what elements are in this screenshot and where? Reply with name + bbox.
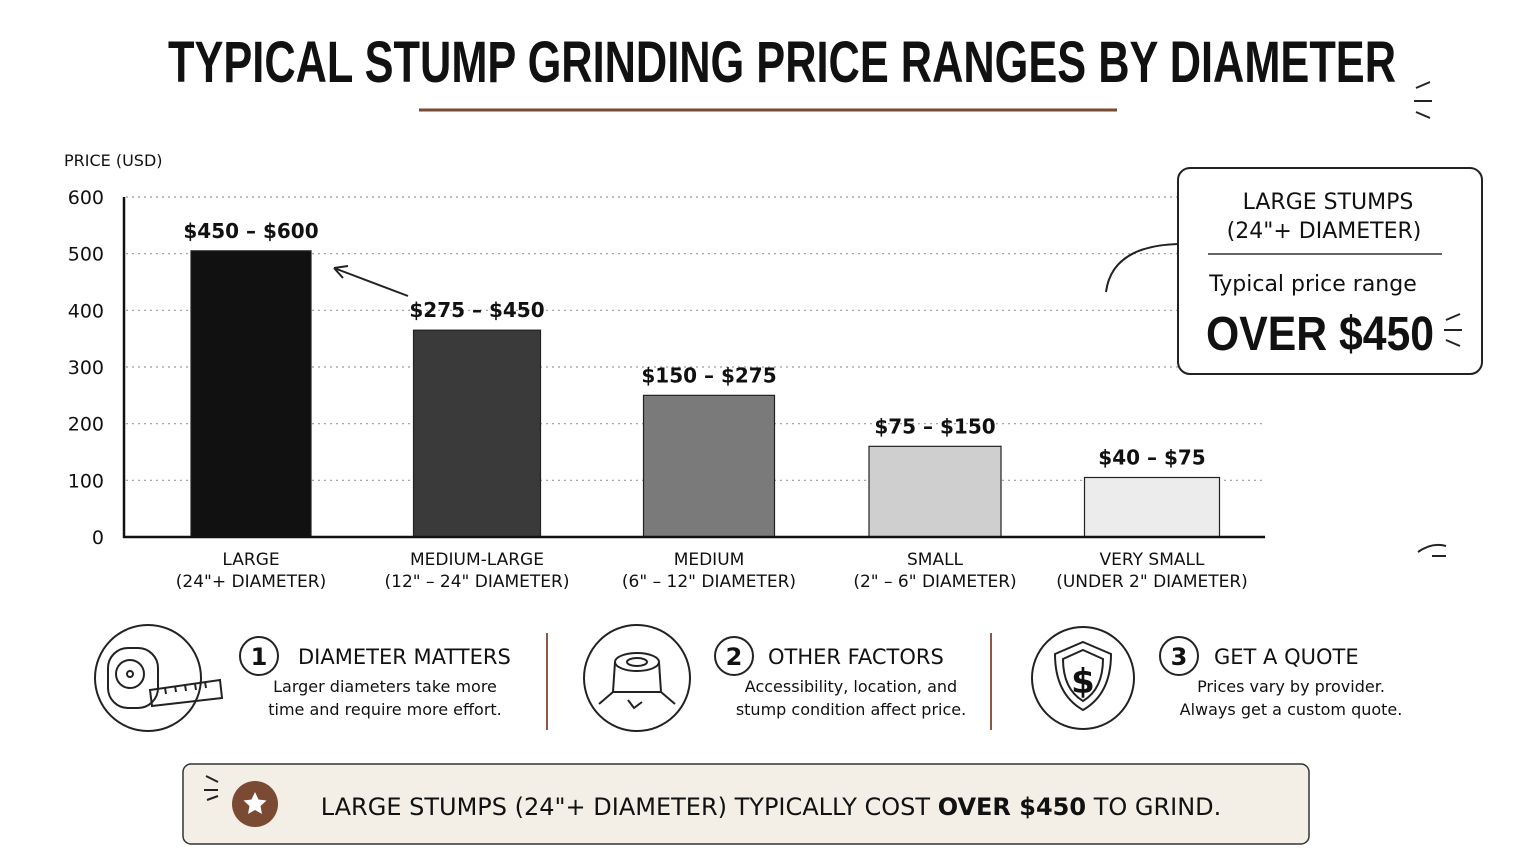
step-title: DIAMETER MATTERS [298,645,511,669]
y-tick-label: 400 [68,300,104,322]
range-label: $150 – $275 [641,363,776,387]
x-tick-label: LARGE [222,550,279,570]
arrow [333,265,409,297]
step-number: 1 [251,643,268,671]
step-icon-text: $ [1071,662,1095,702]
bar [412,329,542,538]
step-line: Accessibility, location, and [745,677,957,696]
bar [1083,476,1221,538]
range-label: $40 – $75 [1098,446,1205,470]
range-label: $75 – $150 [874,414,995,438]
banner-part: OVER $450 [938,793,1086,821]
x-tick-detail: (2" – 6" DIAMETER) [853,572,1016,592]
callout-pointer [1105,243,1179,293]
x-tick-label: MEDIUM [674,550,745,570]
decoration [204,775,219,801]
callout-highlight: OVER $450 [1206,308,1434,361]
range-label: $450 – $600 [183,219,318,243]
y-axis-label: PRICE (USD) [64,151,163,170]
y-tick-label: 500 [68,244,104,266]
banner [182,763,1310,845]
callout-heading: LARGE STUMPS [1243,190,1414,215]
step-title: GET A QUOTE [1214,645,1359,669]
y-tick-label: 100 [68,470,104,492]
step-number: 3 [1171,643,1188,671]
star [243,792,267,814]
callout-caption: Typical price range [1208,272,1417,297]
step-badge [239,636,279,676]
step-line: Prices vary by provider. [1197,677,1385,696]
step-line: Larger diameters take more [273,677,497,696]
bar [868,445,1002,538]
y-tick-label: 200 [68,414,104,436]
step-line: Always get a custom quote. [1180,700,1403,719]
y-tick-label: 600 [68,187,104,209]
step-title: OTHER FACTORS [768,645,944,669]
x-tick-detail: (24"+ DIAMETER) [176,572,326,592]
y-tick-label: 300 [68,357,104,379]
range-label: $275 – $450 [409,298,544,322]
steps: 1 DIAMETER MATTERS Larger diameters take m… [239,636,1403,719]
x-tick-label: SMALL [907,550,964,570]
bar [642,394,776,538]
chart-title: TYPICAL STUMP GRINDING PRICE RANGES BY D… [168,30,1396,95]
decoration [1444,313,1462,347]
step-badge [714,636,754,676]
x-tick-label: VERY SMALL [1100,550,1205,570]
x-tick-detail: (UNDER 2" DIAMETER) [1056,572,1248,592]
step-icon [94,624,1135,732]
plot: 0 100 200 300 400 500 600 $450 – $600 LARGE(24"+… [68,187,1262,592]
step-line: stump condition affect price. [736,700,966,719]
step-line: time and require more effort. [268,700,502,719]
step-badge [1159,636,1199,676]
decoration [1417,543,1447,557]
callout-subheading: (24"+ DIAMETER) [1227,219,1422,244]
step-number: 2 [726,643,743,671]
x-tick-label: MEDIUM-LARGE [410,550,544,570]
callout-box [1177,167,1483,375]
bar [190,250,312,538]
x-tick-detail: (12" – 24" DIAMETER) [385,572,570,592]
banner-part: TO GRIND. [1086,793,1221,821]
y-tick-label: 0 [92,527,104,549]
x-tick-detail: (6" – 12" DIAMETER) [622,572,796,592]
banner-part: LARGE STUMPS (24"+ DIAMETER) TYPICALLY C… [321,793,938,821]
decoration [1414,81,1432,119]
banner-text: LARGE STUMPS (24"+ DIAMETER) TYPICALLY C… [321,793,1222,821]
